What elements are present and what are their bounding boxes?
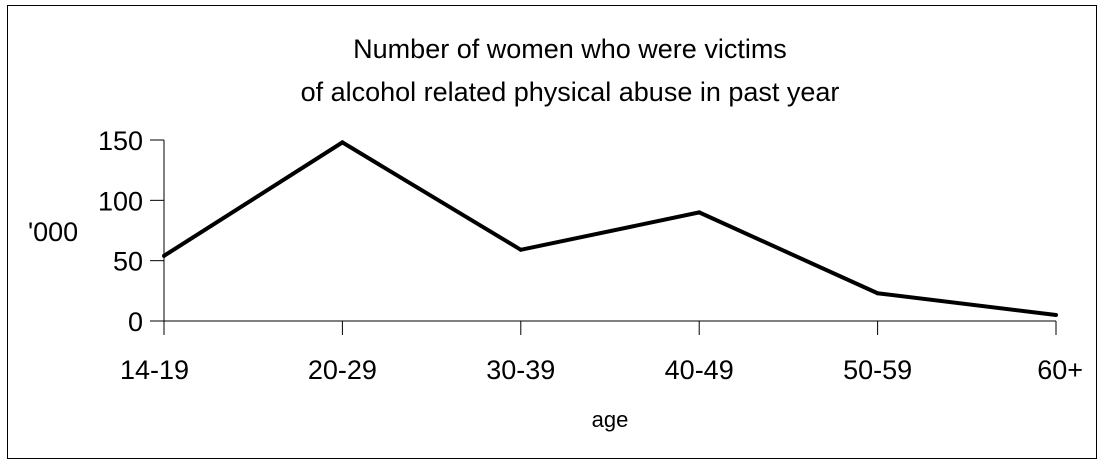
series-line: [162, 140, 1057, 317]
x-tick-label: 60+: [1037, 355, 1083, 385]
x-tick-label: 14-19: [120, 355, 189, 385]
chart-title-line-1: Number of women who were victims: [353, 34, 787, 64]
chart-title: Number of women who were victims of alco…: [301, 34, 840, 107]
y-tick-label: 150: [98, 126, 143, 156]
chart-frame: [7, 5, 1097, 459]
x-tick-label: 20-29: [308, 355, 377, 385]
x-tick-label: 50-59: [843, 355, 912, 385]
data-point: [518, 247, 523, 252]
data-point: [697, 210, 702, 215]
y-axis-label: '000: [28, 217, 78, 247]
x-tick-label: 30-39: [486, 355, 555, 385]
data-point: [340, 140, 345, 145]
chart-title-line-2: of alcohol related physical abuse in pas…: [301, 77, 840, 107]
y-tick-label: 50: [113, 247, 143, 277]
y-tick-label: 0: [128, 307, 143, 337]
x-axis-label: age: [592, 407, 629, 432]
x-tick-label: 40-49: [665, 355, 734, 385]
axes: 0 50 100 150 14-19 20-29 30-39 40-49 50-59 60+: [98, 126, 1083, 385]
data-point: [162, 253, 166, 258]
y-tick-label: 100: [98, 186, 143, 216]
data-point: [875, 291, 880, 296]
data-point: [1054, 312, 1058, 317]
data-marks: [162, 140, 1058, 317]
